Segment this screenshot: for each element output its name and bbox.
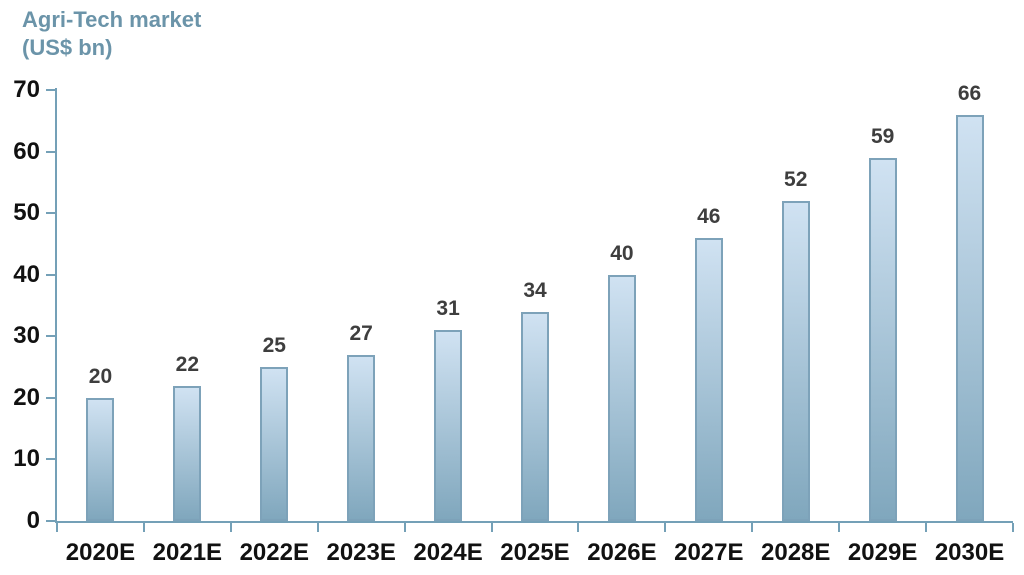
bar	[86, 398, 115, 521]
x-axis-tick	[664, 523, 667, 532]
x-axis-category-label: 2021E	[152, 539, 223, 566]
bar-data-label: 25	[262, 334, 286, 357]
bar	[868, 158, 897, 521]
chart-title-line2: (US$ bn)	[22, 35, 113, 60]
x-axis-tick	[403, 523, 406, 532]
bar	[260, 367, 289, 521]
x-axis-tick	[925, 523, 928, 532]
bar	[607, 275, 636, 521]
x-axis-tick	[1012, 523, 1014, 532]
bar	[521, 312, 549, 521]
x-axis-tick	[490, 523, 493, 532]
x-axis-category-label: 2030E	[934, 539, 1005, 566]
bar-data-label: 52	[784, 168, 808, 191]
bar	[434, 330, 463, 521]
bar-data-label: 40	[610, 242, 634, 265]
x-axis-line	[55, 521, 1013, 523]
x-axis-category-label: 2020E	[65, 539, 136, 566]
y-axis-tick-label: 40	[13, 260, 40, 288]
y-axis-tick	[46, 520, 57, 522]
x-axis-category-label: 2023E	[326, 539, 396, 566]
bar	[781, 201, 810, 521]
y-axis-tick-label: 30	[13, 322, 40, 350]
y-axis-tick	[46, 150, 57, 153]
bar-data-label: 34	[523, 279, 547, 302]
x-axis-tick	[751, 523, 754, 532]
x-axis-tick	[577, 523, 580, 532]
x-axis-tick	[142, 523, 145, 532]
y-axis-tick	[46, 212, 57, 215]
x-axis-category-label: 2027E	[674, 539, 744, 566]
y-axis-tick	[46, 89, 57, 91]
bar-data-label: 20	[88, 365, 113, 388]
x-axis-category-label: 2025E	[500, 539, 570, 566]
bar-data-label: 22	[175, 353, 200, 376]
bar	[347, 355, 376, 521]
x-axis-tick	[316, 523, 319, 532]
x-axis-category-label: 2028E	[761, 539, 831, 566]
x-axis-category-label: 2029E	[847, 539, 918, 566]
x-axis-tick	[838, 523, 841, 532]
x-axis-category-label: 2024E	[413, 539, 483, 566]
bar-data-label: 27	[349, 322, 373, 345]
bar-data-label: 31	[436, 297, 460, 320]
bar-data-label: 66	[957, 82, 982, 105]
y-axis-tick	[46, 458, 57, 461]
y-axis-tick-label: 50	[13, 199, 40, 227]
x-axis-tick	[229, 523, 232, 532]
x-axis-category-label: 2026E	[587, 539, 657, 566]
y-axis-tick-label: 70	[13, 76, 40, 103]
y-axis-tick-label: 0	[26, 507, 40, 534]
chart-title: Agri-Tech market (US$ bn)	[22, 6, 201, 62]
bar-data-label: 46	[697, 205, 721, 228]
x-axis-tick	[56, 523, 58, 532]
y-axis-tick-label: 10	[13, 445, 40, 473]
y-axis-tick	[46, 273, 57, 276]
y-axis-tick-label: 20	[13, 383, 40, 411]
bar	[694, 238, 723, 521]
x-axis-category-label: 2022E	[239, 539, 309, 566]
y-axis-tick-label: 60	[13, 137, 40, 165]
chart-title-line1: Agri-Tech market	[22, 7, 202, 32]
bar-data-label: 59	[870, 125, 895, 148]
bar	[173, 386, 202, 521]
y-axis-line	[55, 88, 57, 523]
y-axis-tick	[46, 335, 57, 338]
bar	[955, 115, 984, 521]
y-axis-tick	[46, 396, 57, 399]
